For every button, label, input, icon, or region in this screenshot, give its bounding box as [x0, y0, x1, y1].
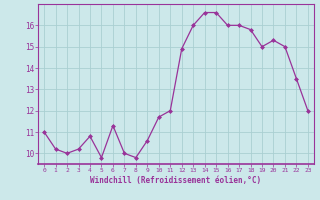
X-axis label: Windchill (Refroidissement éolien,°C): Windchill (Refroidissement éolien,°C): [91, 176, 261, 185]
